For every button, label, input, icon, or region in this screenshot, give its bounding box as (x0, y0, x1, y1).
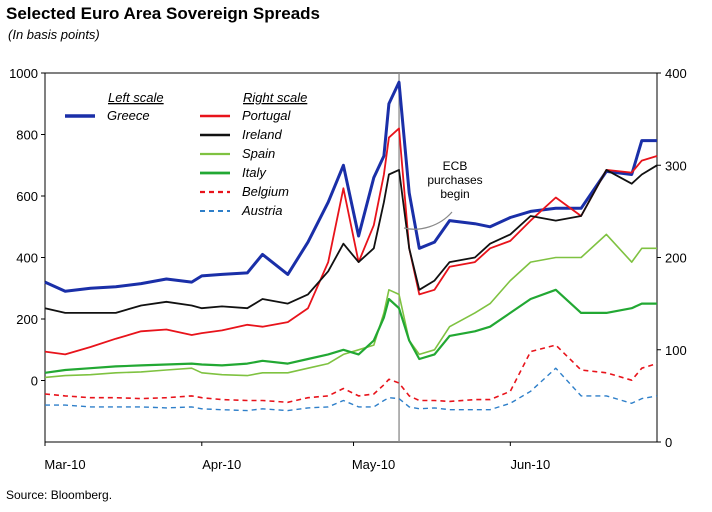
x-tick-label: Mar-10 (44, 457, 85, 472)
right-tick-label: 0 (665, 435, 672, 450)
series-layer (44, 80, 658, 412)
legend-right-header: Right scale (243, 90, 307, 105)
annotation-line: ECB (443, 159, 468, 173)
annotation-line: begin (440, 187, 469, 201)
ecb-annotation: ECB purchases begin (403, 159, 483, 230)
annotation-arrow (403, 211, 453, 230)
legend-label-ireland: Ireland (242, 127, 283, 142)
series-line-austria (45, 367, 658, 412)
left-tick-label: 200 (16, 312, 38, 327)
x-tick-label: Jun-10 (510, 457, 550, 472)
right-tick-label: 400 (665, 66, 687, 81)
right-tick-label: 200 (665, 251, 687, 266)
annotation-line: purchases (427, 173, 482, 187)
left-axis: 0 200 400 600 800 1000 (9, 66, 45, 389)
legend: Left scale Right scale Greece Portugal Ire… (65, 90, 307, 218)
legend-label-greece: Greece (107, 108, 150, 123)
left-tick-label: 800 (16, 128, 38, 143)
annotation-text: ECB purchases begin (427, 159, 482, 201)
series-line-belgium (44, 344, 658, 404)
left-tick-label: 1000 (9, 66, 38, 81)
legend-label-austria: Austria (241, 203, 282, 218)
x-tick-label: Apr-10 (202, 457, 241, 472)
left-tick-label: 0 (31, 374, 38, 389)
right-tick-label: 300 (665, 158, 687, 173)
series-line-ireland (44, 164, 658, 314)
legend-label-belgium: Belgium (242, 184, 289, 199)
series-line-portugal (44, 127, 658, 356)
legend-label-portugal: Portugal (242, 108, 292, 123)
chart-title: Selected Euro Area Sovereign Spreads (6, 4, 320, 23)
legend-label-italy: Italy (242, 165, 267, 180)
left-tick-label: 600 (16, 189, 38, 204)
legend-label-spain: Spain (242, 146, 275, 161)
x-axis: Mar-10 Apr-10 May-10 Jun-10 (44, 442, 550, 472)
left-tick-label: 400 (16, 251, 38, 266)
right-tick-label: 100 (665, 343, 687, 358)
series-line-italy (44, 288, 657, 374)
x-tick-label: May-10 (352, 457, 395, 472)
legend-items: Greece Portugal Ireland Spain Italy Belgium Au… (65, 108, 292, 218)
right-axis: 0 100 200 300 400 (657, 66, 687, 450)
legend-left-header: Left scale (108, 90, 164, 105)
source-note: Source: Bloomberg. (6, 488, 113, 502)
chart-subtitle: (In basis points) (8, 27, 100, 42)
